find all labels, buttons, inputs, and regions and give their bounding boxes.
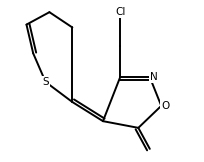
Text: S: S [42,77,49,87]
Text: N: N [150,72,157,82]
Text: Cl: Cl [115,7,125,17]
Text: O: O [161,101,170,111]
